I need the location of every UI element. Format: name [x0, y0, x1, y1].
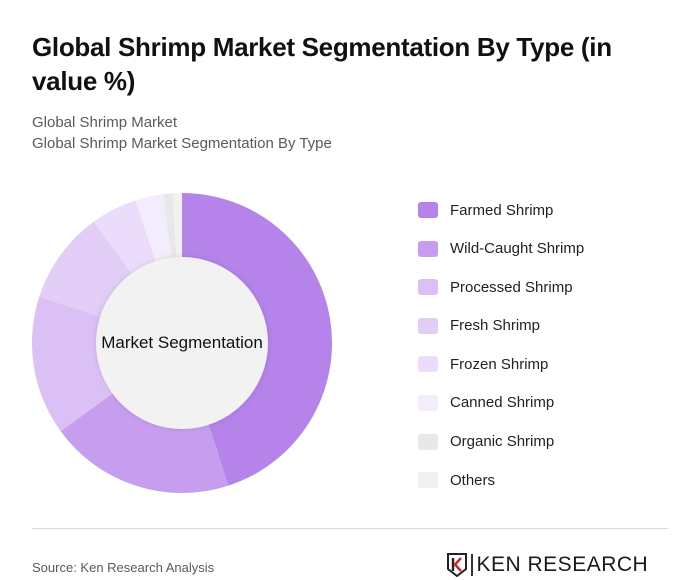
- legend-swatch: [418, 472, 438, 489]
- legend-label: Processed Shrimp: [450, 278, 573, 296]
- legend-swatch: [418, 356, 438, 373]
- logo-separator: [471, 554, 473, 576]
- ken-research-shield-icon: [447, 553, 467, 577]
- legend-label: Canned Shrimp: [450, 394, 555, 412]
- ken-research-logo: KEN RESEARCH: [447, 553, 648, 577]
- legend-item-fresh-shrimp[interactable]: Fresh Shrimp: [418, 314, 584, 338]
- legend-label: Fresh Shrimp: [450, 317, 541, 335]
- legend-item-wild-caught-shrimp[interactable]: Wild-Caught Shrimp: [418, 237, 584, 261]
- legend-item-frozen-shrimp[interactable]: Frozen Shrimp: [418, 352, 584, 376]
- legend-item-organic-shrimp[interactable]: Organic Shrimp: [418, 430, 584, 454]
- chart-legend: Farmed Shrimp Wild-Caught Shrimp Process…: [418, 198, 584, 507]
- logo-text: KEN RESEARCH: [476, 553, 649, 576]
- legend-swatch: [418, 433, 438, 450]
- donut-center: [96, 257, 268, 429]
- legend-item-canned-shrimp[interactable]: Canned Shrimp: [418, 391, 584, 415]
- legend-label: Wild-Caught Shrimp: [450, 240, 585, 258]
- legend-label: Frozen Shrimp: [450, 355, 549, 373]
- legend-item-others[interactable]: Others: [418, 468, 584, 492]
- source-note: Source: Ken Research Analysis: [32, 560, 215, 575]
- legend-label: Farmed Shrimp: [450, 201, 554, 219]
- legend-swatch: [418, 394, 438, 411]
- donut-svg: [32, 193, 332, 493]
- legend-label: Others: [450, 471, 496, 489]
- footer-divider: [32, 528, 668, 529]
- chart-subtitle-segmentation: Global Shrimp Market Segmentation By Typ…: [32, 135, 332, 152]
- legend-swatch: [418, 279, 438, 296]
- legend-item-farmed-shrimp[interactable]: Farmed Shrimp: [418, 198, 584, 222]
- donut-chart: Market Segmentation: [32, 193, 332, 493]
- chart-subtitle-market: Global Shrimp Market: [32, 114, 178, 131]
- legend-item-processed-shrimp[interactable]: Processed Shrimp: [418, 275, 584, 299]
- legend-label: Organic Shrimp: [450, 433, 555, 451]
- legend-swatch: [418, 202, 438, 218]
- legend-swatch: [418, 317, 438, 334]
- legend-swatch: [418, 240, 438, 257]
- chart-title: Global Shrimp Market Segmentation By Typ…: [32, 32, 612, 96]
